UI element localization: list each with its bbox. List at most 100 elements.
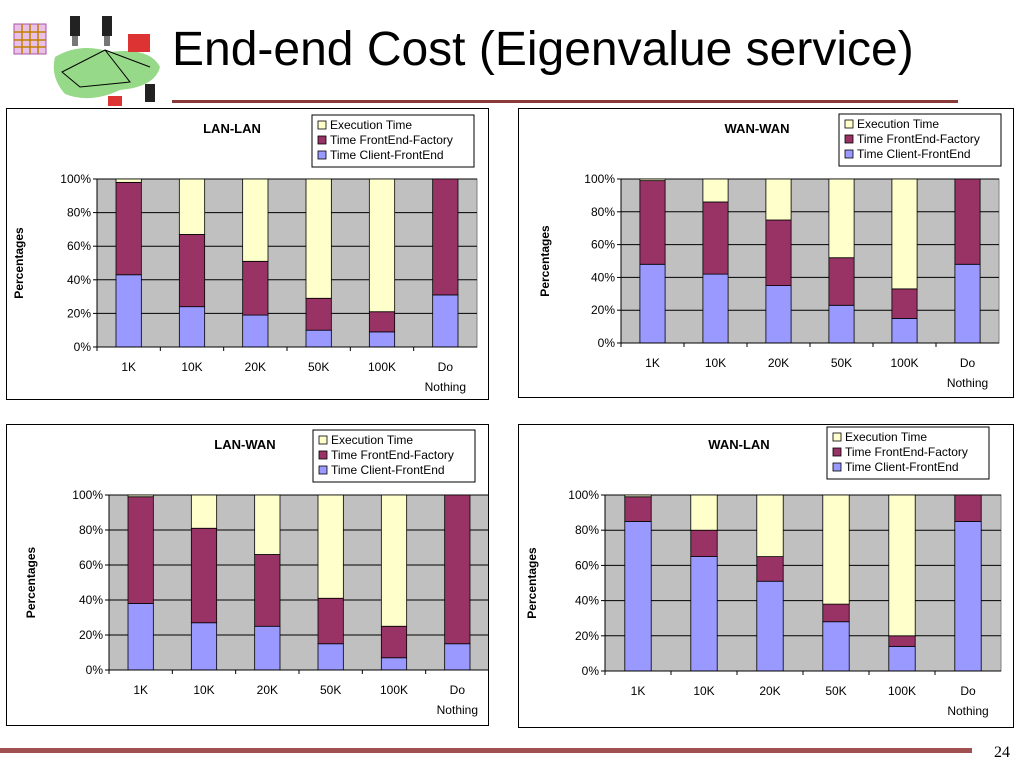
- bar-segment: [242, 260, 269, 316]
- chart-title: WAN-WAN: [725, 121, 790, 136]
- bar-segment: [765, 285, 792, 344]
- y-axis-label: Percentages: [525, 547, 539, 619]
- y-tick-label: 60%: [79, 558, 103, 572]
- bar-segment: [828, 304, 855, 344]
- bar-segment: [822, 603, 850, 623]
- x-tick-label: Nothing: [425, 380, 466, 394]
- bar-segment: [432, 294, 459, 348]
- legend-swatch: [318, 465, 328, 475]
- x-tick-label: 100K: [890, 356, 918, 370]
- plot-area: [96, 178, 478, 348]
- bar-segment: [242, 178, 269, 262]
- bar-segment: [115, 181, 142, 276]
- chart-title: LAN-LAN: [203, 121, 261, 136]
- chart-title: WAN-LAN: [708, 437, 769, 452]
- y-tick-label: 0%: [74, 340, 92, 354]
- bar-segment: [368, 178, 396, 313]
- bar-segment: [254, 625, 281, 671]
- chart-panel-wan-lan: 0% 20% 40% 60% 80% 100% 1K 10K 20K 50K 100K Do Nothi…: [518, 424, 1014, 728]
- bar-segment: [368, 311, 396, 333]
- y-tick-label: 20%: [67, 306, 91, 320]
- chart-wan-lan: 0% 20% 40% 60% 80% 100% 1K 10K 20K 50K 100K Do Nothi…: [525, 426, 1002, 718]
- x-tick-label: 50K: [308, 360, 329, 374]
- bar-segment: [891, 178, 918, 290]
- page-number: 24: [994, 744, 1010, 761]
- bar-segment: [254, 494, 281, 555]
- y-tick-label: 40%: [575, 594, 599, 608]
- bar-segment: [888, 645, 916, 672]
- x-tick-label: 1K: [645, 356, 660, 370]
- x-tick-label: Nothing: [947, 376, 988, 390]
- bar-segment: [380, 657, 408, 671]
- bar-segment: [828, 178, 855, 259]
- legend-label: Time FrontEnd-Factory: [845, 445, 968, 459]
- bar-segment: [178, 178, 206, 235]
- y-tick-label: 60%: [67, 239, 91, 253]
- bar-segment: [115, 178, 142, 183]
- bar-segment: [127, 603, 154, 671]
- legend-box: [311, 114, 475, 168]
- title-divider: [172, 100, 958, 103]
- legend-label: Time Client-FrontEnd: [330, 148, 444, 162]
- y-tick-label: 0%: [598, 336, 616, 350]
- bar-segment: [639, 178, 666, 182]
- bar-segment: [702, 273, 729, 344]
- x-tick-label: 20K: [768, 356, 789, 370]
- x-tick-label: 50K: [825, 684, 846, 698]
- legend-label: Execution Time: [331, 433, 413, 447]
- bar-segment: [178, 306, 206, 348]
- bar-segment: [765, 219, 792, 286]
- bar-segment: [127, 494, 154, 498]
- tower-icon: [70, 16, 155, 102]
- x-tick-label: Do: [960, 356, 976, 370]
- y-tick-label: 60%: [591, 238, 615, 252]
- bar-segment: [444, 643, 471, 671]
- legend-box: [838, 113, 1002, 167]
- chart-panel-lan-wan: 0% 20% 40% 60% 80% 100% 1K 10K 20K 50K 100K Do Nothi…: [6, 424, 489, 726]
- x-tick-label: 20K: [257, 683, 278, 697]
- chart-panel-lan-lan: 0% 20% 40% 60% 80% 100% 1K 10K 20K 50K 100K Do Nothi…: [6, 108, 489, 400]
- y-tick-label: 40%: [591, 270, 615, 284]
- legend-box: [826, 426, 990, 480]
- bar-segment: [190, 494, 218, 529]
- y-tick-label: 40%: [67, 273, 91, 287]
- bar-segment: [380, 494, 408, 627]
- bar-segment: [317, 494, 344, 599]
- plot-area: [620, 178, 1000, 344]
- legend-label: Time Client-FrontEnd: [857, 147, 971, 161]
- bar-segment: [822, 494, 850, 605]
- bar-segment: [242, 314, 269, 348]
- y-tick-label: 20%: [575, 629, 599, 643]
- bar-segment: [305, 329, 332, 348]
- x-tick-label: Nothing: [437, 703, 478, 717]
- legend-label: Execution Time: [330, 118, 412, 132]
- bar-segment: [756, 556, 784, 582]
- y-axis-label: Percentages: [24, 546, 38, 618]
- network-logo-icon: [13, 16, 160, 106]
- bar-segment: [690, 529, 718, 557]
- bar-segment: [828, 257, 855, 306]
- bar-segment: [624, 521, 652, 672]
- legend-label: Time Client-FrontEnd: [845, 460, 959, 474]
- y-tick-label: 100%: [72, 488, 103, 502]
- legend-swatch: [832, 447, 842, 457]
- x-tick-label: 100K: [888, 684, 916, 698]
- bar-segment: [639, 180, 666, 265]
- legend-swatch: [832, 462, 842, 472]
- x-tick-label: 50K: [831, 356, 852, 370]
- chart-title: LAN-WAN: [214, 437, 275, 452]
- plot-area: [108, 494, 488, 671]
- legend-label: Execution Time: [845, 430, 927, 444]
- bar-segment: [317, 643, 344, 671]
- y-tick-label: 80%: [575, 523, 599, 537]
- grid-node-icon: [13, 23, 47, 55]
- bar-segment: [127, 496, 154, 604]
- bar-segment: [702, 201, 729, 275]
- legend-swatch: [317, 135, 327, 145]
- bar-segment: [190, 527, 218, 624]
- bar-segment: [954, 521, 982, 672]
- y-tick-label: 80%: [67, 206, 91, 220]
- x-tick-label: 50K: [320, 683, 341, 697]
- chart-lan-wan: 0% 20% 40% 60% 80% 100% 1K 10K 20K 50K 100K Do Nothi…: [24, 429, 488, 717]
- x-tick-label: 10K: [693, 684, 714, 698]
